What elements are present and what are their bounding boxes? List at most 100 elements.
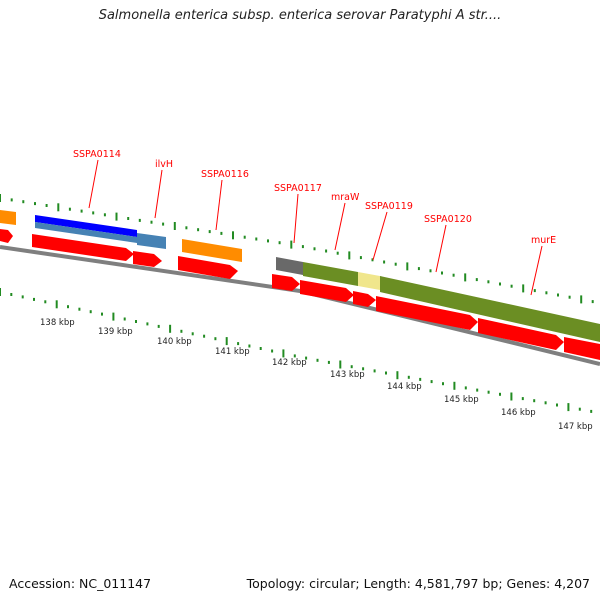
- minor-tick: [336, 251, 339, 255]
- minor-tick: [267, 239, 269, 243]
- minor-tick: [510, 284, 513, 288]
- gene-label-SSPA0120[interactable]: SSPA0120: [424, 214, 472, 225]
- minor-tick: [92, 211, 95, 215]
- minor-tick: [417, 267, 420, 271]
- minor-tick: [146, 322, 149, 326]
- minor-tick: [34, 202, 36, 206]
- leader-line: [530, 245, 543, 296]
- minor-tick: [521, 397, 524, 401]
- feature-orange-left[interactable]: [0, 210, 16, 225]
- cds-arrow[interactable]: [133, 251, 162, 267]
- feature-orange-SSPA0116[interactable]: [182, 239, 242, 262]
- minor-tick: [475, 278, 478, 282]
- leader-line: [372, 211, 388, 261]
- feature-blue-ilvI[interactable]: [35, 215, 137, 237]
- minor-tick: [383, 260, 386, 264]
- minor-tick: [499, 282, 501, 286]
- cds-arrow[interactable]: [272, 274, 300, 291]
- major-tick: [225, 337, 228, 346]
- leader-line: [154, 169, 163, 219]
- gene-label-SSPA0116[interactable]: SSPA0116: [201, 169, 249, 180]
- kbp-label: 138 kbp: [40, 318, 75, 328]
- minor-tick: [10, 293, 13, 296]
- minor-tick: [101, 312, 103, 316]
- major-tick: [232, 231, 234, 240]
- major-tick: [282, 349, 285, 358]
- kbp-label: 140 kbp: [157, 337, 192, 347]
- kbp-label: 147 kbp: [558, 422, 593, 432]
- minor-tick: [533, 399, 536, 403]
- cds-arrow[interactable]: [32, 234, 134, 261]
- minor-tick: [487, 280, 490, 284]
- minor-tick: [203, 334, 206, 338]
- kbp-label: 145 kbp: [444, 395, 479, 405]
- feature-olive-mraW[interactable]: [303, 262, 358, 286]
- cds-arrow[interactable]: [376, 296, 478, 330]
- inner-tick-track: [0, 288, 593, 413]
- leader-line: [88, 159, 99, 209]
- major-tick: [173, 222, 176, 230]
- minor-tick: [293, 354, 296, 358]
- cds-track: [0, 229, 600, 360]
- minor-tick: [385, 371, 387, 375]
- minor-tick: [44, 300, 47, 304]
- minor-tick: [180, 329, 183, 333]
- minor-tick: [545, 291, 548, 295]
- cds-arrow[interactable]: [300, 280, 354, 302]
- major-tick: [396, 371, 399, 380]
- minor-tick: [394, 262, 397, 266]
- major-tick: [112, 312, 115, 321]
- cds-arrow[interactable]: [0, 229, 13, 243]
- cds-arrow[interactable]: [353, 291, 376, 307]
- gene-label-ilvH[interactable]: ilvH: [155, 159, 173, 170]
- major-tick: [339, 360, 342, 369]
- minor-tick: [123, 317, 126, 321]
- minor-tick: [197, 228, 200, 232]
- kbp-label: 144 kbp: [387, 382, 422, 392]
- minor-tick: [305, 356, 308, 360]
- major-tick: [453, 381, 456, 390]
- minor-tick: [578, 407, 581, 411]
- minor-tick: [78, 307, 81, 311]
- topology-summary: Topology: circular; Length: 4,581,797 bp…: [246, 576, 590, 591]
- minor-tick: [499, 392, 501, 396]
- minor-tick: [362, 367, 365, 371]
- gene-label-SSPA0119[interactable]: SSPA0119: [365, 201, 413, 212]
- minor-tick: [278, 241, 281, 245]
- gene-label-SSPA0114[interactable]: SSPA0114: [73, 149, 121, 160]
- minor-tick: [243, 235, 246, 239]
- gene-leader-lines: [88, 159, 543, 296]
- minor-tick: [452, 273, 455, 277]
- major-tick: [0, 194, 1, 202]
- minor-tick: [150, 220, 153, 224]
- major-tick: [115, 212, 118, 221]
- minor-tick: [191, 332, 194, 336]
- minor-tick: [557, 293, 559, 297]
- minor-tick: [33, 297, 35, 301]
- feature-gray-SSPA0117[interactable]: [276, 257, 303, 275]
- feature-steelblue-ilvI[interactable]: [35, 222, 137, 243]
- minor-tick: [271, 349, 274, 353]
- minor-tick: [89, 310, 92, 314]
- major-tick: [510, 392, 513, 401]
- minor-tick: [590, 409, 593, 413]
- cds-arrow[interactable]: [478, 318, 564, 350]
- feature-olive-murE[interactable]: [380, 276, 600, 342]
- major-tick: [406, 262, 409, 271]
- cds-arrow[interactable]: [178, 256, 238, 279]
- feature-khaki-SSPA0119[interactable]: [358, 272, 380, 290]
- gene-label-murE[interactable]: murE: [531, 235, 556, 246]
- minor-tick: [325, 249, 328, 253]
- cds-arrow[interactable]: [564, 337, 600, 360]
- feature-steelblue-ilvH[interactable]: [137, 233, 166, 249]
- kbp-label: 142 kbp: [272, 358, 307, 368]
- major-tick: [464, 273, 467, 282]
- major-tick: [522, 284, 525, 293]
- accession-text: Accession: NC_011147: [9, 576, 152, 591]
- gene-label-SSPA0117[interactable]: SSPA0117: [274, 183, 322, 194]
- minor-tick: [248, 344, 251, 348]
- minor-tick: [350, 365, 353, 369]
- gene-label-mraW[interactable]: mraW: [331, 192, 360, 203]
- leader-line: [215, 179, 223, 231]
- kbp-label: 143 kbp: [330, 370, 365, 380]
